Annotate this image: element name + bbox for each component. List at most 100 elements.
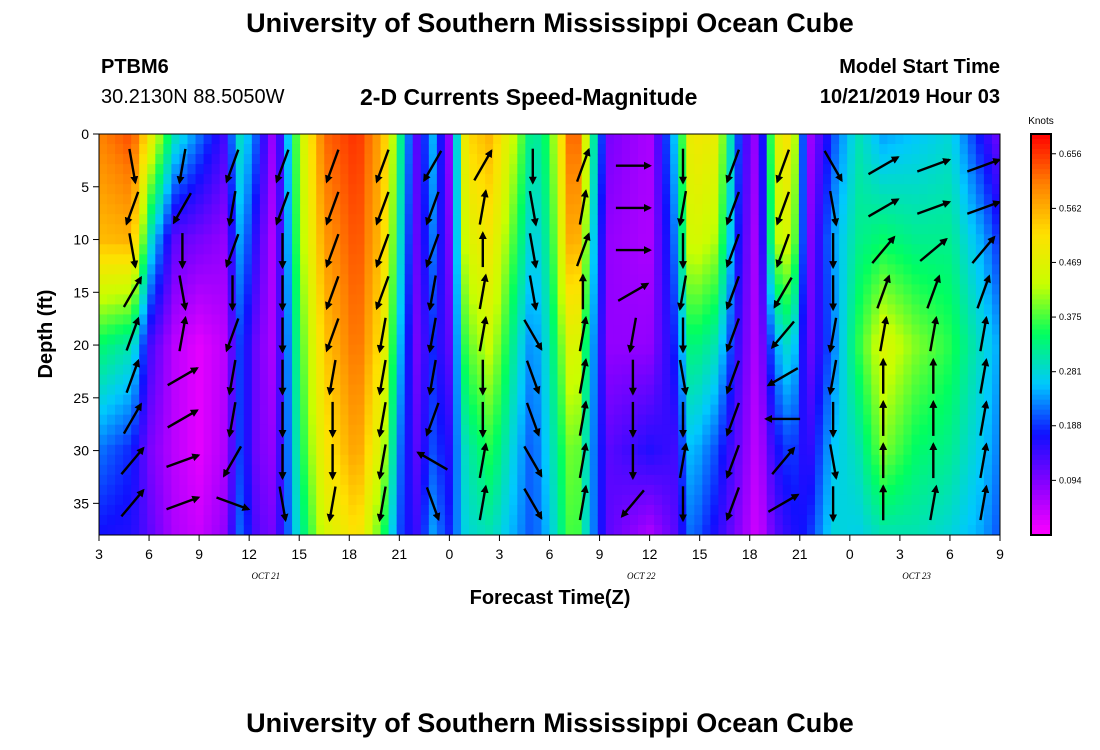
current-vector-arrow [425, 233, 440, 268]
heatmap-cell [428, 264, 438, 275]
heatmap-cell [179, 194, 189, 205]
heatmap-cell [316, 134, 325, 145]
heatmap-cell [549, 334, 559, 346]
heatmap-cell [541, 304, 551, 316]
heatmap-cell [195, 524, 205, 535]
heatmap-cell [259, 334, 269, 346]
x-tick-label: 6 [546, 546, 554, 562]
heatmap-cell [967, 404, 977, 416]
heatmap-cell [420, 314, 430, 326]
heatmap-cell [501, 284, 510, 296]
heatmap-cell [589, 274, 599, 285]
heatmap-cell [782, 184, 792, 195]
heatmap-cell [364, 224, 374, 235]
heatmap-cell [589, 144, 599, 155]
heatmap-cell [292, 224, 301, 235]
heatmap-cell [187, 334, 197, 346]
current-vector-arrow [578, 400, 589, 436]
heatmap-cell [211, 224, 221, 235]
heatmap-cell [670, 264, 679, 275]
heatmap-cell [525, 304, 535, 316]
heatmap-cell [694, 294, 703, 306]
heatmap-cell [267, 324, 277, 336]
heatmap-cell [750, 194, 760, 205]
heatmap-cell [123, 424, 132, 436]
heatmap-cell [388, 274, 398, 285]
heatmap-cell [637, 134, 647, 145]
heatmap-cell [855, 264, 864, 275]
heatmap-cell [420, 224, 430, 235]
heatmap-cell [444, 394, 454, 406]
heatmap-cell [219, 454, 229, 466]
heatmap-cell [694, 364, 703, 376]
heatmap-cell [573, 244, 583, 255]
heatmap-cell [702, 204, 711, 215]
heatmap-cell [919, 454, 929, 466]
heatmap-cell [219, 224, 229, 235]
heatmap-cell [831, 494, 840, 506]
heatmap-cell [316, 364, 325, 376]
colorbar-band [1031, 274, 1051, 280]
heatmap-cell [428, 224, 438, 235]
heatmap-cell [203, 324, 213, 336]
heatmap-cell [485, 324, 494, 336]
heatmap-cell [444, 244, 454, 255]
heatmap-cell [324, 324, 333, 336]
current-vector-arrow [979, 400, 990, 436]
heatmap-cell [702, 514, 711, 526]
heatmap-cell [348, 374, 358, 386]
heatmap-cell [750, 354, 760, 366]
heatmap-cell [211, 374, 221, 386]
heatmap-cell [839, 324, 848, 336]
heatmap-cell [589, 374, 599, 386]
current-vector-arrow [275, 149, 290, 184]
heatmap-cell [597, 274, 607, 285]
heatmap-cell [718, 494, 728, 506]
heatmap-cell [790, 474, 800, 486]
heatmap-cell [943, 254, 953, 265]
heatmap-cell [324, 144, 333, 155]
heatmap-cell [581, 214, 591, 225]
heatmap-cell [517, 274, 526, 285]
heatmap-cell [211, 214, 221, 225]
heatmap-cell [710, 274, 720, 285]
heatmap-cell [412, 254, 422, 265]
heatmap-cell [605, 134, 615, 145]
heatmap-cell [259, 404, 269, 416]
heatmap-cell [589, 364, 599, 376]
heatmap-cell [798, 464, 808, 476]
current-vector-arrow [525, 360, 541, 395]
heatmap-cell [99, 194, 108, 205]
heatmap-cell [895, 244, 905, 255]
heatmap-cell [131, 414, 140, 426]
heatmap-cell [388, 514, 398, 526]
heatmap-cell [444, 384, 454, 396]
heatmap-cell [485, 344, 494, 356]
heatmap-cell [155, 284, 164, 296]
heatmap-cell [750, 364, 760, 376]
heatmap-cell [533, 204, 543, 215]
heatmap-cell [404, 454, 414, 466]
heatmap-cell [284, 494, 293, 506]
heatmap-cell [163, 524, 172, 535]
heatmap-cell [388, 364, 398, 376]
heatmap-cell [308, 154, 317, 165]
heatmap-cell [308, 364, 317, 376]
heatmap-cell [477, 404, 486, 416]
heatmap-cell [710, 184, 720, 195]
heatmap-cell [404, 254, 414, 265]
heatmap-cell [637, 314, 647, 326]
heatmap-cell [477, 244, 486, 255]
heatmap-cell [935, 504, 945, 516]
heatmap-cell [605, 314, 615, 326]
heatmap-cell [444, 234, 454, 245]
heatmap-cell [589, 394, 599, 406]
heatmap-cell [863, 474, 872, 486]
heatmap-cell [452, 294, 462, 306]
heatmap-cell [436, 394, 446, 406]
heatmap-cell [203, 494, 213, 506]
heatmap-cell [501, 294, 510, 306]
heatmap-cell [589, 254, 599, 265]
heatmap-cell [646, 184, 655, 195]
heatmap-cell [959, 394, 969, 406]
